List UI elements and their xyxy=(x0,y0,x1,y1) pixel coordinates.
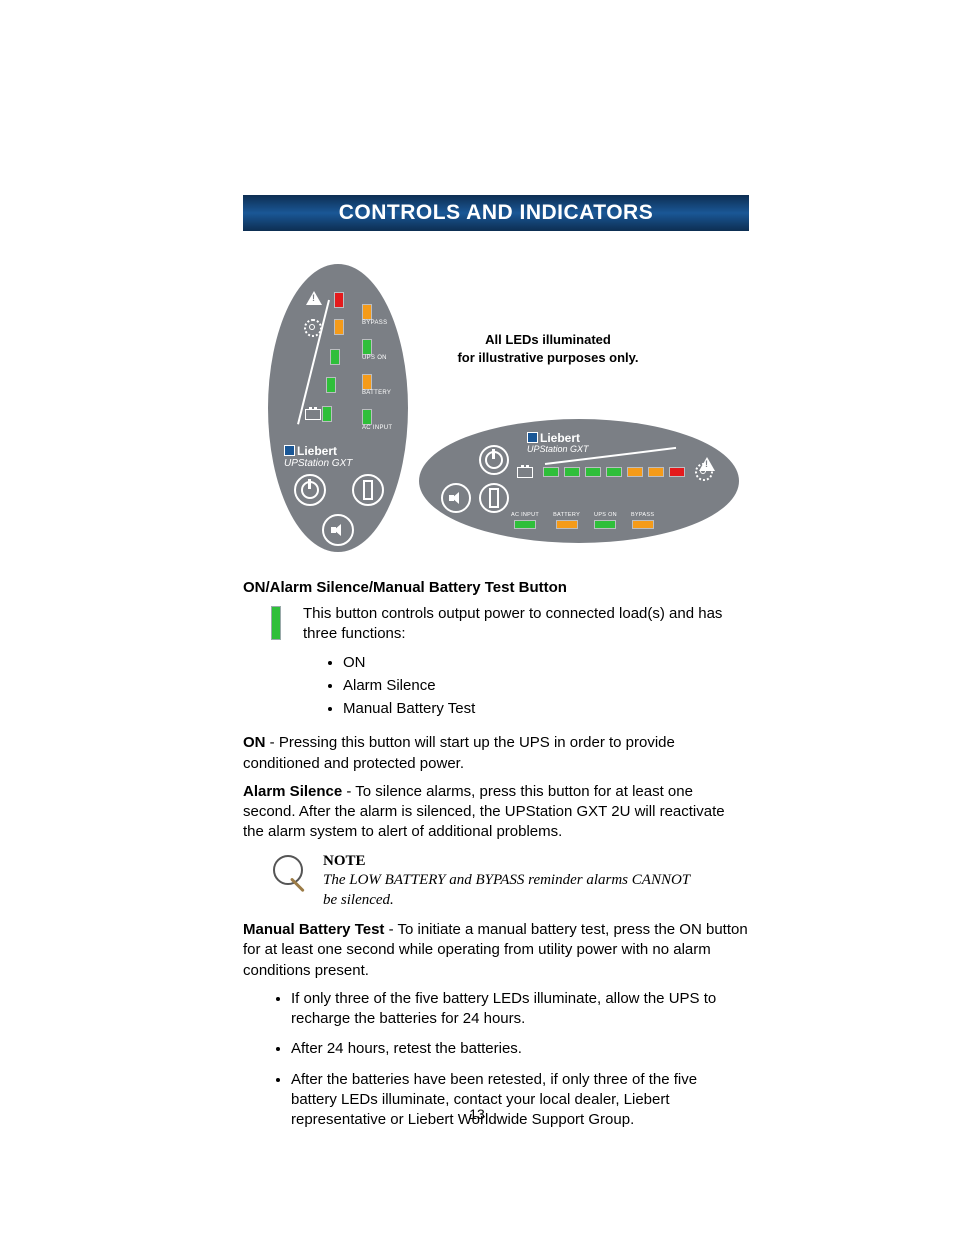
bar-icon xyxy=(489,488,499,508)
note-body: The LOW BATTERY and BYPASS reminder alar… xyxy=(323,870,703,911)
label-battery: BATTERY xyxy=(362,390,391,396)
label-acinput-h: AC INPUT xyxy=(511,512,539,518)
power-icon xyxy=(301,481,319,499)
led-h7 xyxy=(669,467,685,477)
on-button-glyph xyxy=(271,606,281,640)
function-item: Manual Battery Test xyxy=(343,699,749,719)
note-block: NOTE The LOW BATTERY and BYPASS reminder… xyxy=(271,853,749,911)
label-upson: UPS ON xyxy=(362,355,387,361)
led-upson-h xyxy=(594,520,616,529)
mbt-paragraph: Manual Battery Test - To initiate a manu… xyxy=(243,920,749,981)
gear-icon xyxy=(304,319,322,337)
intro-block: This button controls output power to con… xyxy=(271,604,749,723)
silence-button-h xyxy=(441,483,471,513)
ups-panel-vertical: BYPASS UPS ON BATTERY AC INPUT Liebert U… xyxy=(268,264,408,552)
on-paragraph: ON - Pressing this button will start up … xyxy=(243,733,749,774)
intro-text: This button controls output power to con… xyxy=(303,604,749,645)
led-load xyxy=(334,319,344,335)
led-bar3 xyxy=(322,406,332,422)
ups-panel-horizontal: Liebert UPStation GXT xyxy=(419,419,739,543)
label-acinput: AC INPUT xyxy=(362,425,392,431)
led-upson xyxy=(362,339,372,355)
bar-icon xyxy=(363,480,373,500)
speaker-icon xyxy=(331,525,345,535)
battery-icon xyxy=(517,467,533,478)
note-heading: NOTE xyxy=(323,853,703,870)
label-battery-h: BATTERY xyxy=(553,512,580,518)
led-acinput-h xyxy=(514,520,536,529)
silence-button xyxy=(322,514,354,546)
section-heading: CONTROLS AND INDICATORS xyxy=(243,195,749,231)
led-bypass xyxy=(362,304,372,320)
alarm-silence-paragraph: Alarm Silence - To silence alarms, press… xyxy=(243,782,749,843)
page-number: 13 xyxy=(0,1106,954,1122)
figure-panels: BYPASS UPS ON BATTERY AC INPUT Liebert U… xyxy=(243,261,749,561)
warning-icon xyxy=(306,291,322,305)
led-battery xyxy=(362,374,372,390)
subsection-title: ON/Alarm Silence/Manual Battery Test But… xyxy=(243,579,749,596)
power-button xyxy=(294,474,326,506)
label-bypass: BYPASS xyxy=(362,320,387,326)
on-button xyxy=(352,474,384,506)
led-h1 xyxy=(543,467,559,477)
magnifier-icon xyxy=(271,853,305,899)
figure-caption: All LEDs illuminated for illustrative pu… xyxy=(418,331,678,366)
mbt-item: If only three of the five battery LEDs i… xyxy=(291,989,749,1030)
led-h3 xyxy=(585,467,601,477)
mbt-item: After 24 hours, retest the batteries. xyxy=(291,1039,749,1059)
function-list: ON Alarm Silence Manual Battery Test xyxy=(343,653,749,720)
led-h6 xyxy=(648,467,664,477)
led-h2 xyxy=(564,467,580,477)
led-fault xyxy=(334,292,344,308)
brand-horizontal: Liebert UPStation GXT xyxy=(527,431,589,455)
led-acinput xyxy=(362,409,372,425)
led-battery-h xyxy=(556,520,578,529)
power-icon xyxy=(485,451,503,469)
label-upson-h: UPS ON xyxy=(594,512,617,518)
warning-icon xyxy=(699,457,715,471)
function-item: ON xyxy=(343,653,749,673)
speaker-icon xyxy=(449,493,463,503)
led-h5 xyxy=(627,467,643,477)
brand-vertical: Liebert UPStation GXT xyxy=(284,444,352,469)
led-bar1 xyxy=(330,349,340,365)
battery-icon xyxy=(305,409,321,420)
power-button-h xyxy=(479,445,509,475)
led-h4 xyxy=(606,467,622,477)
label-bypass-h: BYPASS xyxy=(631,512,654,518)
on-button-h xyxy=(479,483,509,513)
function-item: Alarm Silence xyxy=(343,676,749,696)
led-bar2 xyxy=(326,377,336,393)
led-bypass-h xyxy=(632,520,654,529)
